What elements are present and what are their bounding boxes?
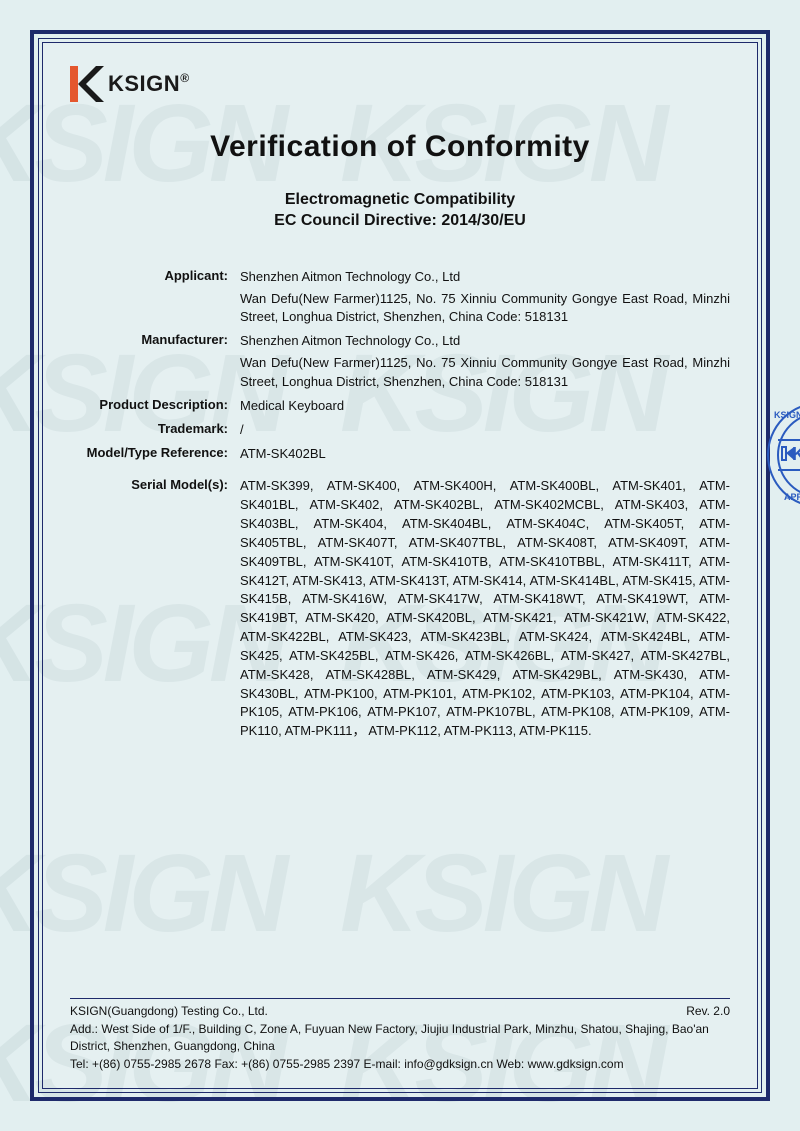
subtitle-line1: Electromagnetic Compatibility: [70, 190, 730, 211]
subtitle-block: Electromagnetic Compatibility EC Council…: [70, 190, 730, 232]
serial-label: Serial Model(s):: [70, 477, 240, 741]
stamp-text-bottom: APPR: [784, 492, 800, 502]
serial-models: ATM-SK399, ATM-SK400, ATM-SK400H, ATM-SK…: [240, 477, 730, 741]
logo-icon: [70, 66, 104, 102]
footer: KSIGN(Guangdong) Testing Co., Ltd. Rev. …: [70, 998, 730, 1073]
manufacturer-label: Manufacturer:: [70, 332, 240, 350]
stamp-text-top: KSIGN(Guangdo: [774, 410, 800, 420]
trademark-label: Trademark:: [70, 421, 240, 439]
trademark-value: /: [240, 421, 730, 439]
certificate-content: KSIGN® Verification of Conformity Electr…: [48, 48, 752, 1083]
certificate-title: Verification of Conformity: [70, 130, 730, 164]
product-label: Product Description:: [70, 397, 240, 415]
footer-company: KSIGN(Guangdong) Testing Co., Ltd.: [70, 1003, 268, 1020]
logo-row: KSIGN®: [70, 66, 730, 116]
model-value: ATM-SK402BL: [240, 445, 730, 463]
manufacturer-name: Shenzhen Aitmon Technology Co., Ltd: [240, 332, 730, 350]
stamp-text-mid: KS: [792, 444, 800, 464]
brand-logo: KSIGN®: [70, 66, 190, 102]
logo-text: KSIGN®: [108, 71, 190, 97]
manufacturer-address: Wan Defu(New Farmer)1125, No. 75 Xinniu …: [240, 354, 730, 390]
footer-contact: Tel: +(86) 0755-2985 2678 Fax: +(86) 075…: [70, 1056, 730, 1073]
applicant-address: Wan Defu(New Farmer)1125, No. 75 Xinniu …: [240, 290, 730, 326]
applicant-name: Shenzhen Aitmon Technology Co., Ltd: [240, 268, 730, 286]
subtitle-line2: EC Council Directive: 2014/30/EU: [70, 211, 730, 232]
product-value: Medical Keyboard: [240, 397, 730, 415]
footer-address: Add.: West Side of 1/F., Building C, Zon…: [70, 1021, 730, 1056]
footer-rev: Rev. 2.0: [686, 1003, 730, 1020]
model-label: Model/Type Reference:: [70, 445, 240, 463]
applicant-label: Applicant:: [70, 268, 240, 286]
fields-block: Applicant: Shenzhen Aitmon Technology Co…: [70, 262, 730, 746]
